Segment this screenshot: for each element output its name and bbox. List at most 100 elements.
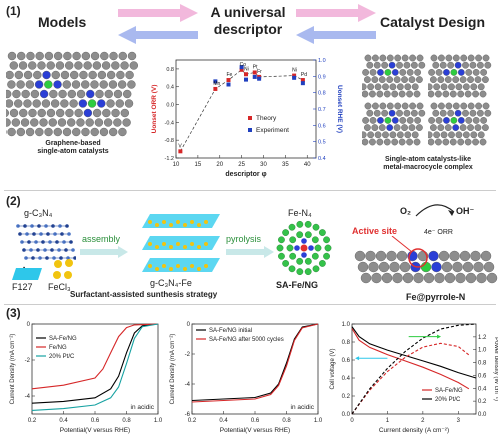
nitrogen-atom	[301, 238, 307, 244]
atom	[468, 55, 474, 61]
y2-tick-label: 1.0	[318, 58, 326, 64]
y2-tick-label: 0.8	[478, 361, 487, 367]
lattice-atom	[390, 262, 400, 272]
y-tick-label: -4	[25, 394, 31, 400]
atom	[463, 84, 469, 90]
atom-lattice	[362, 103, 425, 145]
y-tick-label: 0.0	[342, 412, 351, 418]
atom	[475, 76, 481, 82]
atom	[436, 69, 442, 75]
fe-particle	[204, 264, 208, 268]
atom	[372, 103, 378, 109]
carbon-atom	[313, 224, 319, 230]
atom	[438, 103, 444, 109]
y-tick-label: -4	[185, 382, 191, 388]
atom	[60, 100, 68, 108]
fe-particle	[183, 267, 187, 271]
atom	[82, 52, 90, 60]
fe-particle	[204, 220, 208, 224]
atom	[12, 119, 20, 127]
atom	[6, 71, 14, 79]
atom	[389, 62, 395, 68]
lattice-node	[71, 248, 75, 252]
atom	[28, 109, 36, 117]
atom	[412, 132, 418, 138]
fe-particle	[183, 245, 187, 249]
atom	[472, 139, 478, 145]
atom-lattice	[362, 55, 425, 97]
assembly-label: assembly	[82, 234, 120, 244]
data-point-experiment	[257, 77, 261, 81]
atom	[401, 76, 407, 82]
atom-lattice	[6, 52, 138, 136]
layer-sheet	[142, 236, 220, 250]
atom	[402, 55, 408, 61]
atom	[401, 124, 407, 130]
atom	[86, 90, 94, 98]
atom	[400, 69, 406, 75]
atom	[364, 124, 370, 130]
atom	[367, 110, 373, 116]
atom	[440, 62, 446, 68]
g-c3n4-fe-layers-image	[132, 206, 222, 278]
carbon-atom	[305, 268, 311, 274]
atom	[475, 124, 481, 130]
atom	[431, 103, 437, 109]
atom-lattice	[428, 55, 491, 97]
pyrolysis-arrow-icon	[226, 246, 274, 258]
atom	[8, 128, 16, 136]
lattice-atom	[456, 273, 466, 283]
atom	[72, 81, 80, 89]
atom-lattice	[428, 103, 491, 145]
atom	[428, 117, 434, 123]
atom	[127, 81, 135, 89]
atom	[395, 103, 401, 109]
atom	[10, 62, 18, 70]
atom	[478, 84, 484, 90]
y-tick-label: 0.0	[166, 103, 174, 109]
orr-curved-arrow-icon	[414, 202, 458, 222]
lattice-atom	[432, 262, 442, 272]
atom	[54, 128, 62, 136]
lattice-atom	[460, 251, 470, 261]
atom	[416, 76, 422, 82]
atom	[399, 139, 405, 145]
x-axis-label: Current density (A cm⁻²)	[379, 427, 449, 434]
atom	[417, 55, 423, 61]
lattice-atom	[393, 273, 403, 283]
carbon-atom	[289, 237, 295, 243]
active-site-pointer	[392, 236, 412, 252]
x-tick-label: 10	[173, 162, 180, 168]
atom	[458, 117, 464, 123]
atom	[456, 84, 462, 90]
fe-particle	[155, 245, 159, 249]
atom	[414, 139, 420, 145]
fe-particle	[176, 264, 180, 268]
atom	[462, 110, 468, 116]
lattice-atom	[439, 251, 449, 261]
atom	[407, 69, 413, 75]
divider-2	[4, 304, 496, 305]
atom	[35, 128, 43, 136]
carbon-atom	[289, 253, 295, 259]
y-tick-label: -6	[185, 412, 191, 418]
carbon-atom	[312, 237, 318, 243]
atom	[125, 100, 133, 108]
atom	[452, 124, 458, 130]
lattice-atom	[387, 251, 397, 261]
atom	[24, 71, 32, 79]
nitrogen-atom	[294, 245, 300, 251]
nitrogen-atom	[301, 252, 307, 258]
x-axis-label: Potential(V versus RHE)	[60, 427, 130, 434]
lattice-atom	[435, 273, 445, 283]
legend-label: 20% Pt/C	[435, 397, 461, 403]
atom	[379, 76, 385, 82]
legend-label: SA-Fe/NG after 5000 cycles	[209, 337, 284, 343]
atom	[81, 128, 89, 136]
assembly-arrow-icon	[80, 246, 128, 258]
carbon-atom	[289, 266, 295, 272]
atom	[394, 124, 400, 130]
atom	[409, 55, 415, 61]
atom	[405, 84, 411, 90]
atom	[414, 69, 420, 75]
